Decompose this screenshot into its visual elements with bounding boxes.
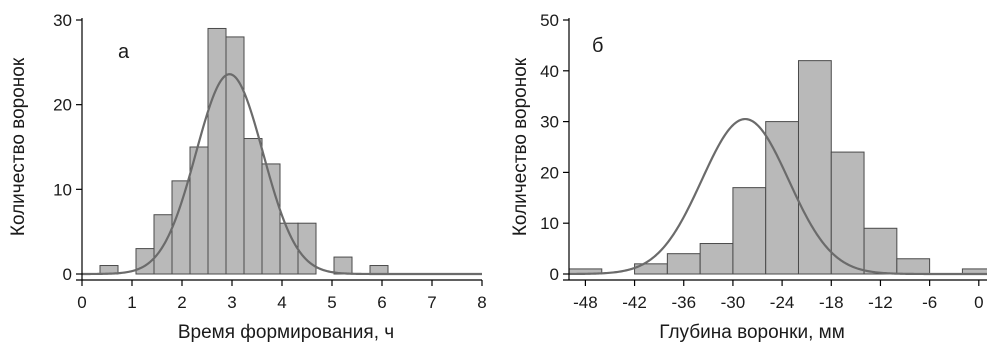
histogram-bar — [666, 253, 701, 275]
x-tick-label: 7 — [427, 293, 436, 312]
x-tick-label: -6 — [922, 293, 937, 312]
x-axis-label: Глубина воронки, мм — [659, 322, 845, 343]
y-tick-label: 10 — [53, 180, 72, 199]
x-axis-label: Время формирования, ч — [178, 322, 394, 343]
histogram-bar — [797, 60, 832, 275]
histogram-bar — [732, 187, 767, 275]
chart-panel-a: 0 10 20 30 0 1 2 3 4 5 6 7 8 Время формирования, ч Кол… — [8, 11, 487, 343]
x-tick-label: 0 — [974, 293, 983, 312]
x-tick-label: 0 — [77, 293, 86, 312]
histogram-bar — [207, 27, 227, 275]
y-axis-label: Количество воронок — [510, 57, 531, 236]
x-tick-label: 8 — [477, 293, 486, 312]
y-tick-label: 30 — [540, 113, 559, 132]
histogram-bar — [171, 180, 191, 275]
x-tick-label: -12 — [868, 293, 893, 312]
y-tick-label: 0 — [63, 265, 72, 284]
x-tick-label: 3 — [227, 293, 236, 312]
normal-fit-curve — [568, 117, 987, 276]
x-tick-label: 6 — [377, 293, 386, 312]
histogram-bar — [225, 36, 245, 275]
x-tick-label: -48 — [573, 293, 598, 312]
x-tick-label: 1 — [127, 293, 136, 312]
histogram-bar — [896, 258, 931, 275]
histogram-bar — [699, 243, 734, 275]
y-tick-label: 50 — [540, 11, 559, 30]
histogram-bar — [261, 163, 281, 275]
histogram-bar — [369, 265, 389, 275]
x-tick-label: -42 — [622, 293, 647, 312]
y-tick-label: 20 — [540, 163, 559, 182]
histogram-bar — [765, 121, 799, 275]
histogram-bar — [333, 256, 353, 275]
x-tick-label: -18 — [819, 293, 844, 312]
y-tick-label: 0 — [550, 265, 559, 284]
y-tick-label: 30 — [53, 11, 72, 30]
y-tick-label: 10 — [540, 214, 559, 233]
panel-letter: б — [592, 35, 603, 57]
x-tick-label: -24 — [770, 293, 795, 312]
chart-panel-b: 0 10 20 30 40 50 -48 -42 -36 -30 -24 -18 -12 -6 0 Глуби… — [510, 11, 987, 343]
y-tick-label: 20 — [53, 96, 72, 115]
x-tick-label: 4 — [277, 293, 286, 312]
x-tick-label: 2 — [177, 293, 186, 312]
y-axis-label: Количество воронок — [8, 57, 29, 236]
normal-fit-curve — [82, 73, 482, 276]
x-tick-label: 5 — [327, 293, 336, 312]
histogram-bar — [243, 138, 263, 275]
x-tick-label: -36 — [671, 293, 696, 312]
y-tick-label: 40 — [540, 62, 559, 81]
panel-letter: а — [118, 41, 130, 63]
x-tick-label: -30 — [721, 293, 746, 312]
histogram-bar — [830, 151, 865, 275]
histogram-bar — [863, 227, 898, 275]
